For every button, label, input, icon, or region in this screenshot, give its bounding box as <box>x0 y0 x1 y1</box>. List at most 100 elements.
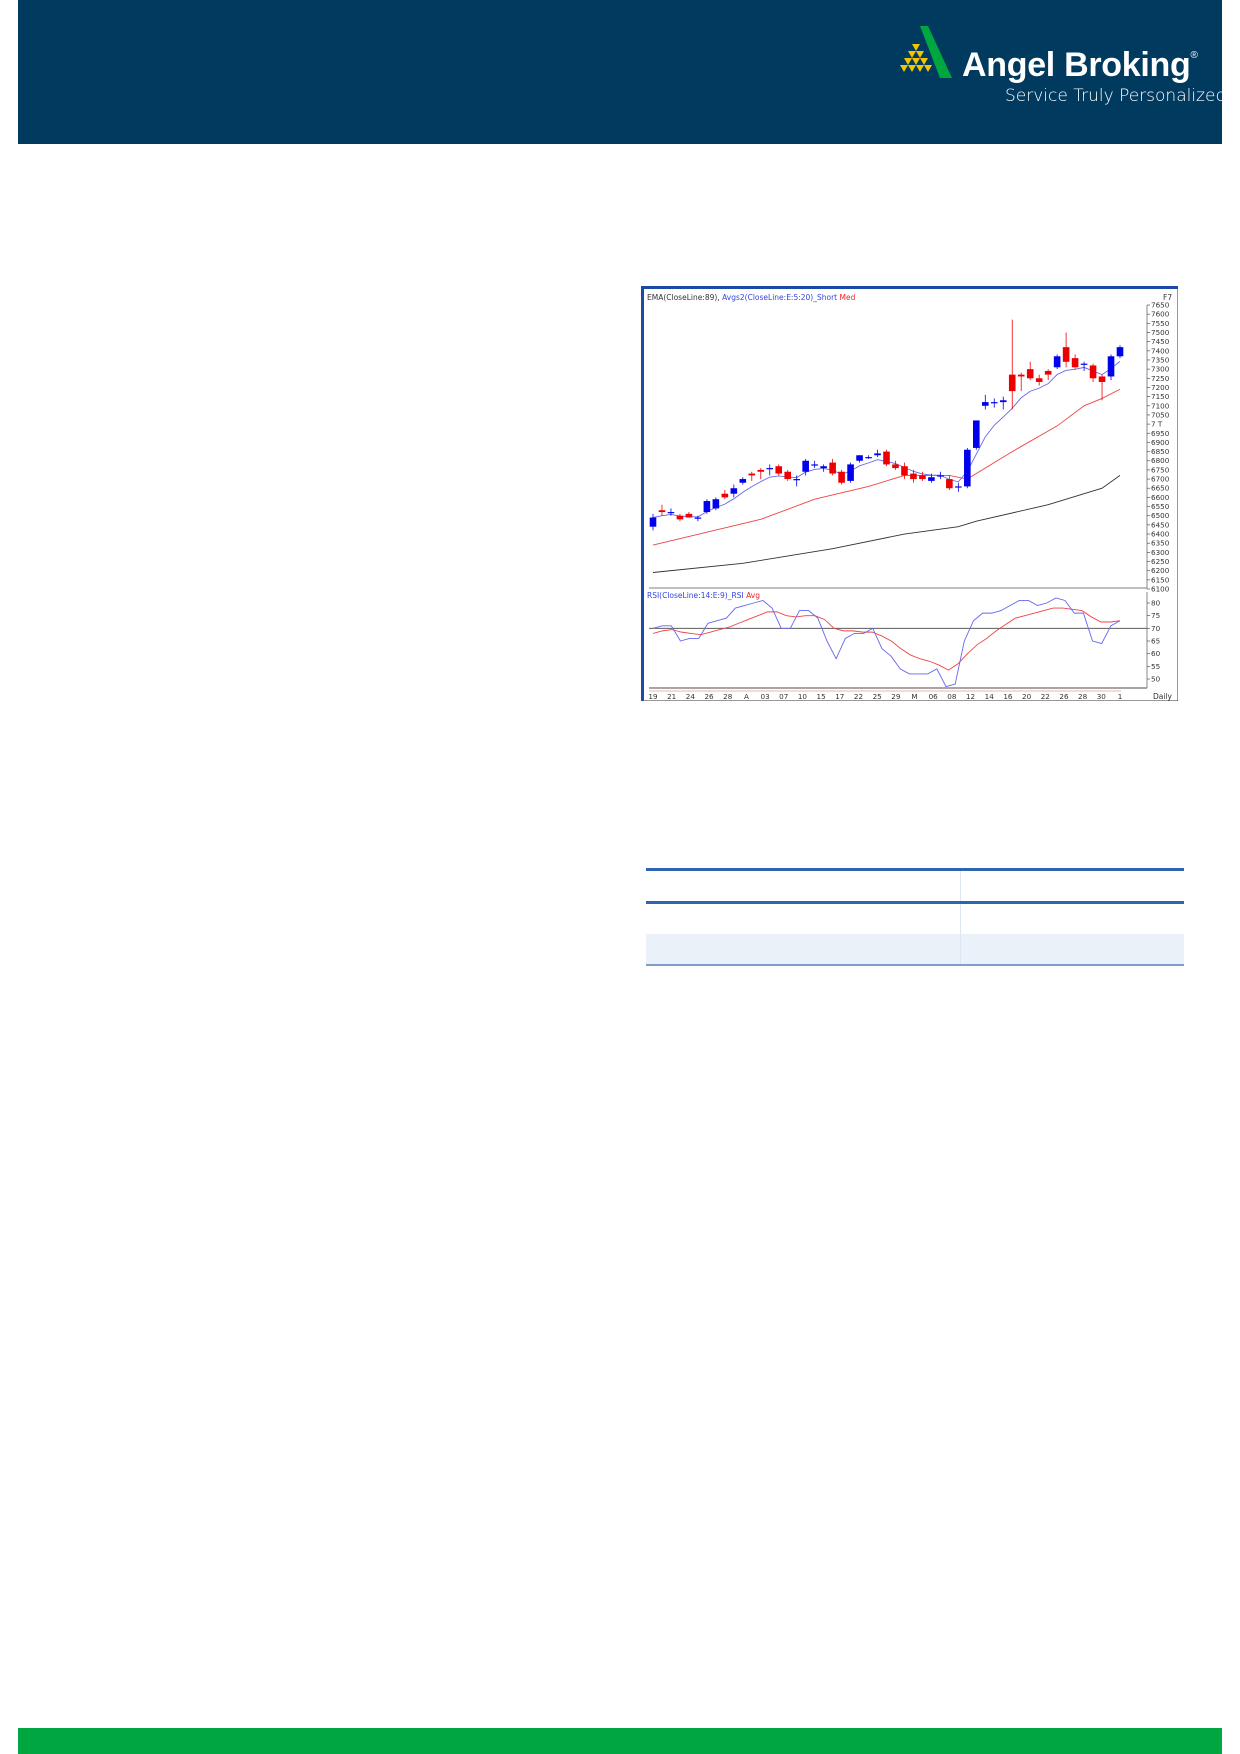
x-tick-label: 17 <box>835 692 844 701</box>
table-row <box>646 934 1184 966</box>
price-tick-label: 7050 <box>1151 410 1170 419</box>
angel-broking-logo: Angel Broking® Service Truly Personalize… <box>890 26 1226 110</box>
price-tick-label: 6850 <box>1151 447 1170 456</box>
candle-body <box>1053 356 1061 368</box>
candle-body <box>793 479 800 481</box>
table-cell <box>646 904 961 934</box>
table-row <box>646 904 1184 934</box>
candle-body <box>865 457 872 459</box>
price-tick-label: 7 T <box>1151 420 1163 429</box>
x-tick-label: 22 <box>1041 692 1050 701</box>
table-row <box>646 871 1184 901</box>
brand-name: Angel Broking® <box>962 46 1198 84</box>
candle-body <box>1089 365 1097 379</box>
candle-body <box>676 515 684 520</box>
rsi-legend: RSI(CloseLine:14:E:9)_RSI Avg <box>647 591 760 600</box>
candle-body <box>1044 370 1052 375</box>
price-tick-label: 6950 <box>1151 429 1170 438</box>
candle-body <box>937 475 944 477</box>
candle-body <box>1017 374 1025 377</box>
candle-body <box>667 512 675 514</box>
header-banner: Angel Broking® Service Truly Personalize… <box>18 0 1226 144</box>
candle-body <box>694 517 702 519</box>
price-tick-label: 7100 <box>1151 401 1170 410</box>
data-table <box>646 868 1184 966</box>
table-cell <box>961 904 1184 934</box>
price-tick-label: 6200 <box>1151 566 1170 575</box>
candle-body <box>946 479 953 489</box>
candle-body <box>847 464 854 481</box>
x-tick-label: 12 <box>966 692 975 701</box>
candle-body <box>1107 356 1115 377</box>
candle-body <box>838 471 845 483</box>
price-tick-label: 6600 <box>1151 493 1170 502</box>
table-cell <box>646 934 961 964</box>
candle-body <box>910 473 917 480</box>
price-tick-label: 7400 <box>1151 346 1170 355</box>
price-tick-label: 7350 <box>1151 355 1170 364</box>
candle-body <box>766 468 774 470</box>
rsi-tick-label: 60 <box>1151 649 1161 658</box>
candle-body <box>990 402 998 404</box>
candle-body <box>811 464 818 466</box>
price-tick-label: 6700 <box>1151 475 1170 484</box>
price-tick-label: 7450 <box>1151 337 1170 346</box>
price-tick-label: 6450 <box>1151 520 1170 529</box>
price-tick-label: 6350 <box>1151 539 1170 548</box>
price-tick-label: 7150 <box>1151 392 1170 401</box>
candle-body <box>658 510 666 513</box>
x-tick-label: 28 <box>1078 692 1088 701</box>
price-chart: EMA(CloseLine:89), Avgs2(CloseLine:E:5:2… <box>641 286 1178 701</box>
candle-body <box>1035 378 1043 382</box>
candle-body <box>973 420 980 448</box>
candle-body <box>928 477 935 481</box>
candle-body <box>1008 374 1016 392</box>
x-tick-label: 30 <box>1097 692 1107 701</box>
candle-body <box>964 449 971 487</box>
rsi-tick-label: 50 <box>1151 675 1161 684</box>
x-tick-label: 24 <box>686 692 696 701</box>
x-tick-label: 15 <box>817 692 826 701</box>
x-tick-label: 06 <box>929 692 939 701</box>
x-tick-label: 25 <box>873 692 882 701</box>
x-tick-label: 22 <box>854 692 863 701</box>
price-tick-label: 7500 <box>1151 328 1170 337</box>
x-tick-label: 28 <box>723 692 733 701</box>
x-tick-label: 21 <box>667 692 676 701</box>
price-tick-label: 7550 <box>1151 319 1170 328</box>
price-tick-label: 6400 <box>1151 530 1170 539</box>
price-tick-label: 6250 <box>1151 557 1170 566</box>
candle-body <box>757 469 765 472</box>
rsi-tick-label: 70 <box>1151 624 1161 633</box>
x-tick-label: 08 <box>947 692 957 701</box>
x-tick-label: 10 <box>798 692 808 701</box>
price-tick-label: 7200 <box>1151 383 1170 392</box>
candle-body <box>739 479 747 483</box>
x-tick-label: 26 <box>704 692 714 701</box>
candle-body <box>703 501 711 513</box>
table-header-rule <box>646 901 1184 904</box>
x-tick-label: 26 <box>1059 692 1069 701</box>
footer-bar <box>18 1728 1222 1754</box>
candle-body <box>685 513 693 518</box>
price-tick-label: 6300 <box>1151 548 1170 557</box>
x-tick-label: A <box>744 692 749 701</box>
period-label: Daily <box>1153 692 1173 701</box>
candle-body <box>874 453 881 456</box>
candle-body <box>649 517 657 527</box>
x-tick-label: 29 <box>891 692 901 701</box>
candle-body <box>901 466 908 476</box>
price-tick-label: 6800 <box>1151 456 1170 465</box>
rsi-line <box>652 597 1121 688</box>
price-tick-label: 6650 <box>1151 484 1170 493</box>
price-tick-label: 6150 <box>1151 575 1170 584</box>
candle-body <box>730 488 738 494</box>
candle-body <box>748 473 756 476</box>
x-tick-label: 20 <box>1022 692 1032 701</box>
price-legend: EMA(CloseLine:89), Avgs2(CloseLine:E:5:2… <box>647 293 856 302</box>
pyramid-logo-icon <box>900 26 952 78</box>
rsi-tick-label: 80 <box>1151 599 1161 608</box>
table-top-rule <box>646 868 1184 871</box>
candle-body <box>784 471 792 480</box>
candle-body <box>1080 363 1088 365</box>
